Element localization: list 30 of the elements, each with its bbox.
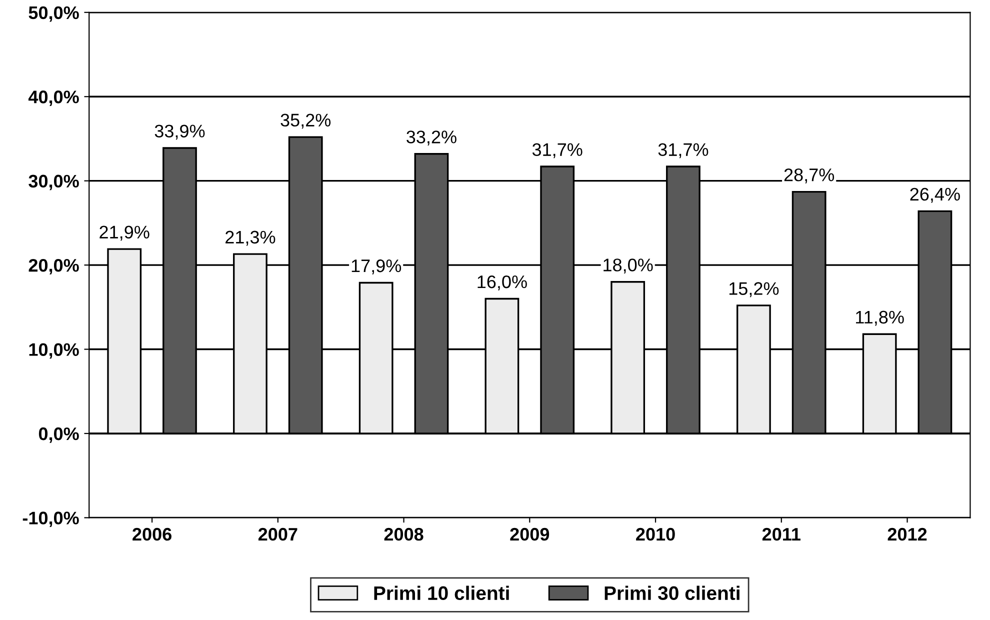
data-label: 18,0% [604,258,653,274]
x-tick-label: 2006 [132,528,172,541]
x-tick-label: 2010 [636,528,675,541]
y-tick-label: 40,0% [28,90,79,106]
data-label: 15,2% [729,282,779,298]
data-label: 33,9% [154,124,205,140]
x-tick-label: 2009 [510,528,550,541]
data-label: 33,2% [406,130,456,146]
y-tick-label: 20,0% [28,258,79,274]
data-label: 21,9% [100,226,150,241]
x-tick-label: 2007 [258,528,298,541]
y-tick-label: 10,0% [29,343,79,359]
y-tick-label: 50,0% [28,6,79,22]
data-label: 31,7% [658,143,708,158]
y-tick-label: 30,0% [28,174,79,190]
legend-label: Primi 30 clienti [604,586,740,600]
data-label: 28,7% [784,168,834,184]
x-tick-label: 2011 [762,528,800,541]
y-tick-label: -10,0% [22,512,79,528]
data-label: 26,4% [910,188,960,203]
legend-label: Primi 10 clienti [374,586,509,600]
y-tick-label: 0,0% [38,427,79,443]
data-label: 35,2% [280,114,331,129]
x-tick-label: 2012 [888,528,927,541]
data-label: 21,3% [226,230,276,246]
data-label: 17,9% [352,259,402,274]
data-label: 31,7% [532,143,582,158]
data-label: 16,0% [478,275,527,290]
data-label: 11,8% [856,310,904,326]
x-tick-label: 2008 [384,528,424,541]
